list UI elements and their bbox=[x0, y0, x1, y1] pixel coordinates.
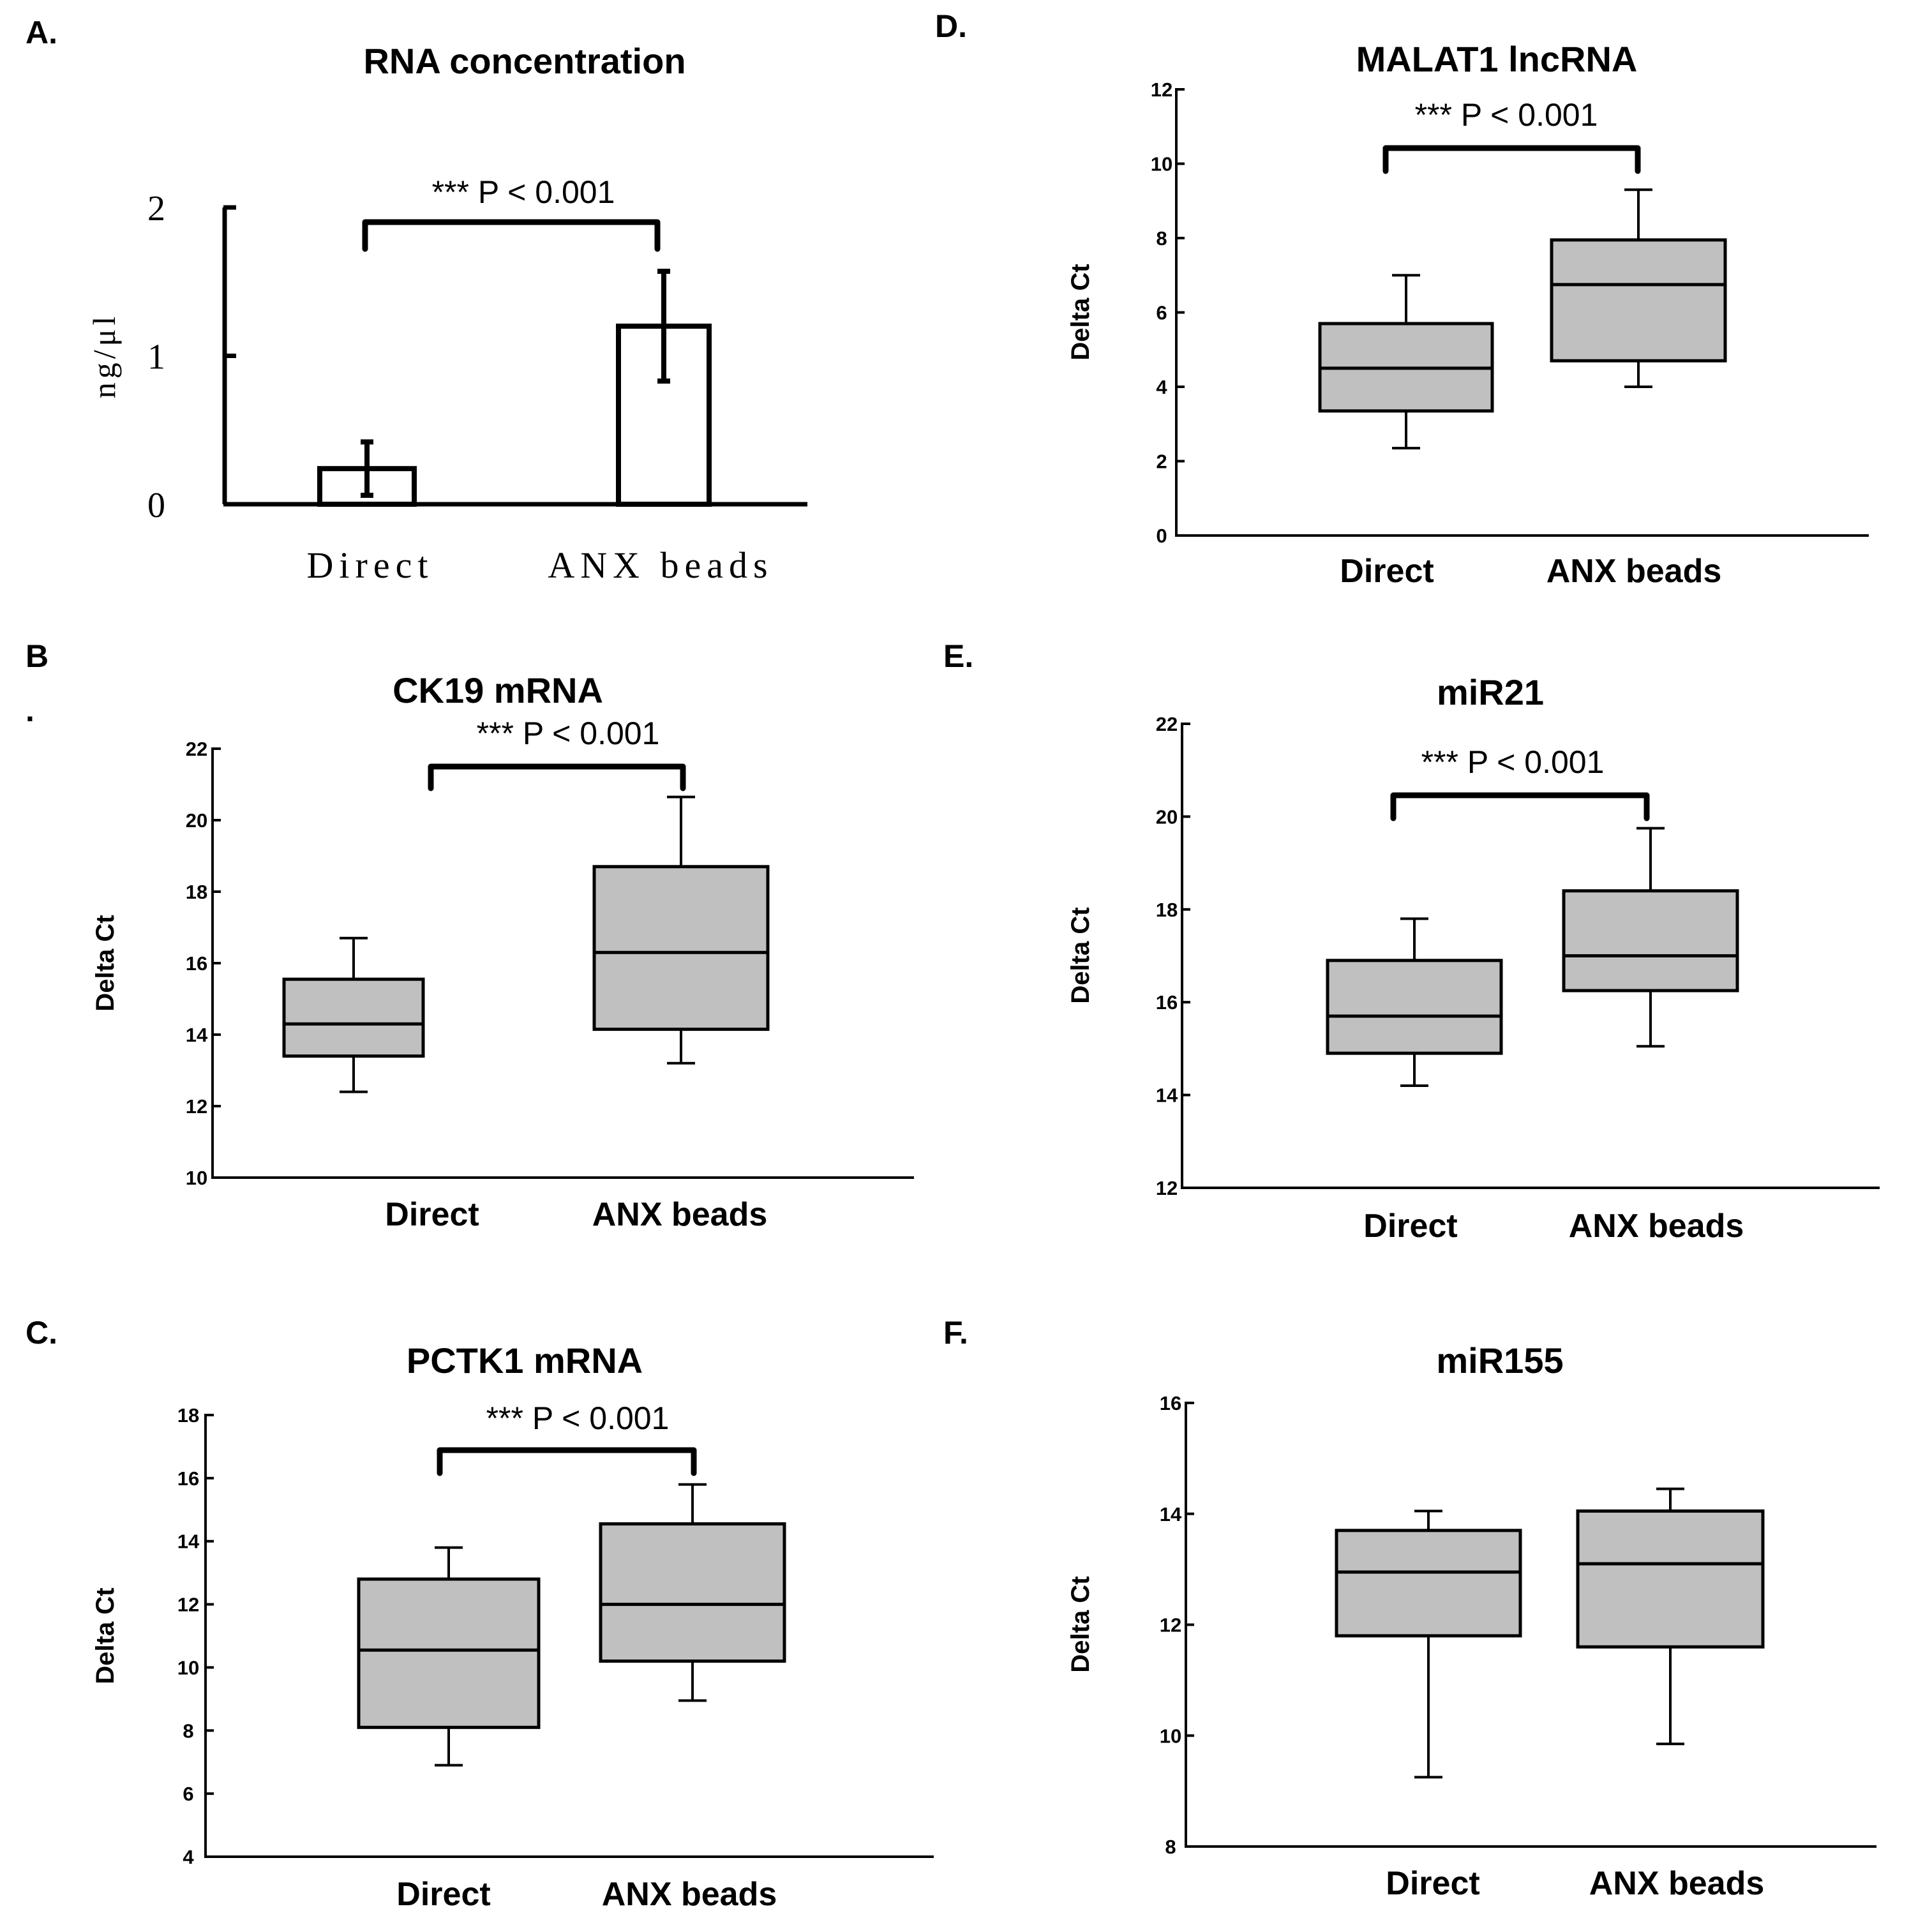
y-tick-label: 18 bbox=[177, 1404, 199, 1427]
y-tick-label: 20 bbox=[186, 809, 207, 832]
y-tick-label: 12 bbox=[177, 1594, 199, 1616]
chart-rna-concentration: RNA concentration ng/μl 0 1 2 Direct ANX beads… bbox=[86, 41, 807, 586]
y-tick-label: 10 bbox=[186, 1167, 207, 1189]
y-tick-label: 8 bbox=[183, 1719, 193, 1742]
significance-bracket bbox=[1390, 792, 1650, 821]
y-tick-label: 8 bbox=[1165, 1836, 1176, 1858]
chart-title: miR155 bbox=[1436, 1340, 1563, 1381]
box-1 bbox=[1326, 959, 1503, 1055]
y-axis-label: Delta Ct bbox=[1067, 1576, 1095, 1672]
y-tick-label: 14 bbox=[1156, 1084, 1178, 1107]
y-axis-label: Delta Ct bbox=[1067, 907, 1095, 1003]
y-tick-label: 0 bbox=[147, 486, 165, 525]
panel-label-e: E. bbox=[943, 638, 973, 674]
y-tick-label: 12 bbox=[1151, 79, 1172, 101]
panel-label-b-dot: . bbox=[26, 693, 34, 728]
significance-bracket bbox=[437, 1447, 697, 1476]
chart-title: RNA concentration bbox=[363, 41, 685, 81]
y-tick-label: 6 bbox=[183, 1783, 193, 1805]
x-category-label: Direct bbox=[385, 1196, 479, 1233]
y-tick-label: 16 bbox=[186, 952, 207, 975]
chart-title: PCTK1 mRNA bbox=[407, 1340, 643, 1381]
significance-label: *** P < 0.001 bbox=[1421, 744, 1605, 780]
chart-title: miR21 bbox=[1437, 672, 1544, 712]
y-tick-label: 18 bbox=[1156, 899, 1178, 921]
y-tick-label: 16 bbox=[1156, 991, 1178, 1014]
x-category-label: Direct bbox=[1340, 553, 1434, 590]
y-tick-label: 1 bbox=[147, 338, 165, 377]
y-tick-label: 16 bbox=[177, 1467, 199, 1490]
chart-title: CK19 mRNA bbox=[393, 670, 603, 710]
box-2 bbox=[592, 865, 770, 1031]
y-tick-label: 6 bbox=[1156, 302, 1167, 324]
y-tick-label: 20 bbox=[1156, 805, 1178, 828]
box-1 bbox=[357, 1577, 541, 1729]
chart-pctk1-mrna: PCTK1 mRNA Delta Ct 4 6 8 10 12 14 16 18 Direct ANX… bbox=[91, 1340, 934, 1913]
panel-label-d: D. bbox=[935, 8, 967, 44]
y-tick-label: 14 bbox=[186, 1024, 208, 1046]
y-tick-label: 22 bbox=[186, 738, 207, 760]
y-tick-label: 14 bbox=[1160, 1503, 1182, 1525]
chart-mir155: miR155 Delta Ct 8 10 12 14 16 Direct ANX beads bbox=[1067, 1340, 1876, 1902]
y-tick-label: 2 bbox=[1156, 451, 1167, 473]
box-1 bbox=[1335, 1529, 1522, 1638]
y-axis-label: Delta Ct bbox=[91, 915, 119, 1011]
significance-bracket bbox=[1382, 145, 1641, 174]
panel-label-c: C. bbox=[26, 1315, 57, 1351]
y-axis-label: Delta Ct bbox=[1067, 264, 1095, 360]
box-2 bbox=[1576, 1509, 1765, 1649]
box-1 bbox=[282, 977, 425, 1058]
chart-ck19-mrna: CK19 mRNA Delta Ct 10 12 14 16 18 20 22 Direct ANX… bbox=[91, 670, 914, 1233]
significance-label: *** P < 0.001 bbox=[432, 174, 615, 210]
x-category-label: Direct bbox=[396, 1876, 490, 1913]
y-tick-label: 18 bbox=[186, 881, 207, 903]
y-tick-label: 0 bbox=[1156, 525, 1167, 547]
y-tick-label: 4 bbox=[183, 1846, 194, 1868]
x-category-label: ANX beads bbox=[1589, 1865, 1765, 1902]
y-tick-label: 8 bbox=[1156, 227, 1167, 250]
significance-bracket bbox=[362, 219, 661, 252]
box-2 bbox=[1550, 238, 1727, 363]
y-tick-label: 10 bbox=[1160, 1725, 1181, 1747]
x-category-label: ANX beads bbox=[1546, 553, 1722, 590]
significance-bracket bbox=[428, 763, 686, 791]
x-category-label: ANX beads bbox=[1569, 1208, 1744, 1245]
panel-label-b: B bbox=[26, 638, 49, 674]
panel-labels: A. B . C. D. E. F. bbox=[26, 8, 973, 1351]
x-category-label: ANX beads bbox=[548, 544, 773, 586]
x-category-label: Direct bbox=[1363, 1208, 1457, 1245]
chart-title: MALAT1 lncRNA bbox=[1356, 39, 1638, 79]
box-2 bbox=[1562, 889, 1739, 993]
chart-mir21: miR21 Delta Ct 12 14 16 18 20 22 Direct ANX beads… bbox=[1067, 672, 1880, 1245]
x-category-label: ANX beads bbox=[602, 1876, 777, 1913]
x-category-label: Direct bbox=[1386, 1865, 1479, 1902]
y-axis-label: ng/μl bbox=[86, 313, 122, 399]
y-tick-label: 12 bbox=[186, 1095, 207, 1118]
y-tick-label: 2 bbox=[147, 189, 165, 229]
significance-label: *** P < 0.001 bbox=[486, 1400, 670, 1436]
panel-label-a: A. bbox=[26, 15, 57, 50]
y-tick-label: 22 bbox=[1156, 713, 1178, 735]
y-axis-label: Delta Ct bbox=[91, 1587, 119, 1684]
y-tick-label: 12 bbox=[1160, 1614, 1181, 1637]
box-2 bbox=[599, 1522, 786, 1663]
y-tick-label: 12 bbox=[1156, 1177, 1178, 1199]
y-tick-label: 14 bbox=[177, 1531, 200, 1553]
x-category-label: ANX beads bbox=[592, 1196, 768, 1233]
y-tick-label: 10 bbox=[1151, 153, 1172, 176]
y-tick-label: 10 bbox=[177, 1656, 199, 1679]
panel-label-f: F. bbox=[943, 1315, 968, 1351]
x-category-label: Direct bbox=[307, 544, 434, 586]
chart-malat1-lncrna: MALAT1 lncRNA Delta Ct 0 2 4 6 8 10 12 Direct ANX … bbox=[1067, 39, 1869, 590]
significance-label: *** P < 0.001 bbox=[1415, 97, 1598, 133]
y-tick-label: 16 bbox=[1160, 1392, 1181, 1414]
significance-label: *** P < 0.001 bbox=[477, 716, 660, 751]
y-tick-label: 4 bbox=[1156, 376, 1167, 398]
